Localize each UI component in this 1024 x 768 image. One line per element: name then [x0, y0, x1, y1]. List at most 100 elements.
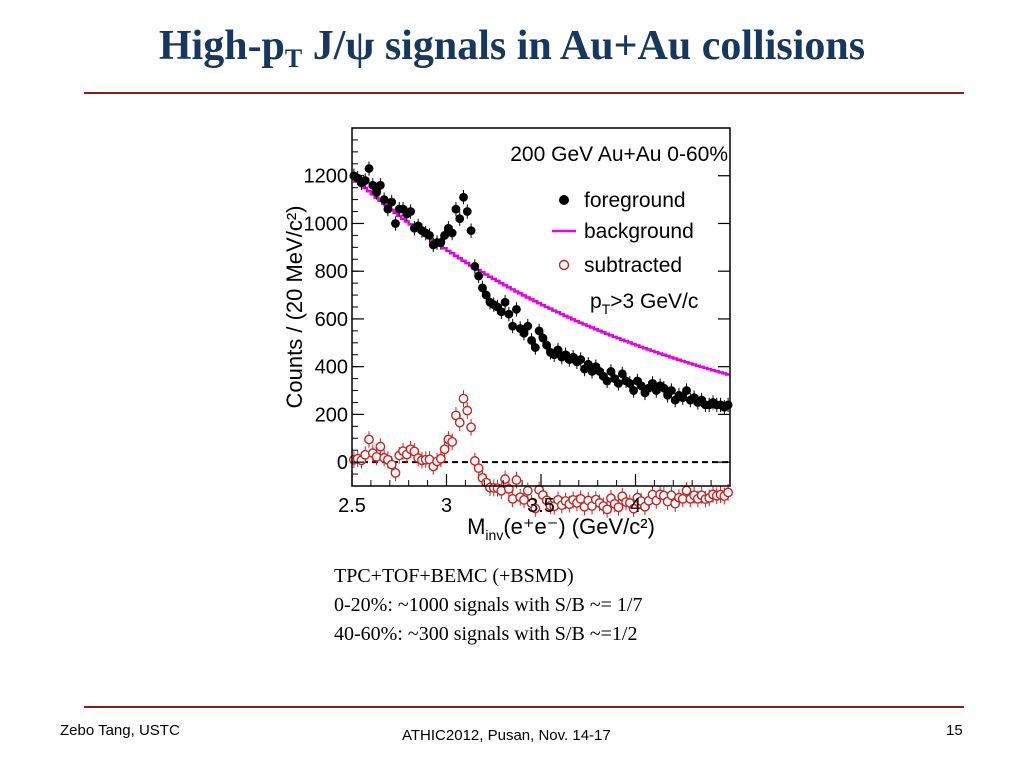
x-tick-label: 3 [441, 495, 452, 517]
foreground-point [648, 378, 657, 388]
foreground-point [496, 307, 506, 317]
foreground-point [447, 228, 457, 238]
subtracted-point [386, 459, 397, 470]
foreground-point [459, 192, 468, 202]
subtracted-point [522, 485, 533, 496]
foreground-point [462, 207, 472, 216]
subtracted-point [723, 487, 734, 498]
footer-author: Zebo Tang, USTC [60, 722, 180, 739]
y-tick-label: 0 [337, 452, 348, 474]
subtracted-point [628, 503, 639, 514]
foreground-point [614, 378, 623, 388]
foreground-point [542, 340, 552, 350]
x-tick-label: 2.5 [338, 495, 366, 517]
foreground-point [375, 180, 385, 190]
foreground-point [530, 343, 540, 352]
foreground-point [636, 381, 646, 391]
y-tick-label: 600 [315, 309, 348, 331]
foreground-point [576, 355, 586, 364]
foreground-point [678, 393, 688, 403]
y-axis-label: Counts / (20 MeV/c²) [282, 206, 307, 409]
foreground-point [602, 376, 612, 386]
invariant-mass-plot: Counts / (20 MeV/c²) 0 200 400 600 800 1000 12… [282, 127, 734, 543]
subtracted-point [447, 436, 458, 447]
foreground-point [478, 283, 487, 293]
x-axis-label-rest: (e⁺e⁻) (GeV/c²) [503, 514, 655, 539]
foreground-point [387, 197, 397, 207]
footer-conference: ATHIC2012, Pusan, Nov. 14-17 [402, 727, 611, 744]
foreground-point [474, 271, 484, 281]
foreground-point [606, 367, 616, 376]
y-axis-label-group: Counts / (20 MeV/c²) [282, 206, 307, 409]
foreground-point [553, 345, 563, 355]
subtracted-point [530, 503, 541, 514]
foreground-point [364, 164, 374, 173]
pt-annot-sub: T [602, 301, 611, 317]
foreground-point [383, 204, 393, 214]
foreground-point [504, 309, 514, 319]
subtracted-point [454, 417, 465, 428]
foreground-point [406, 207, 415, 216]
subtracted-point [439, 444, 450, 455]
foreground-point [512, 304, 521, 314]
slide-title: High-pT J/ψ signals in Au+Au collisions [0, 22, 1024, 74]
y-tick-label: 200 [315, 404, 348, 426]
legend-marker-foreground [559, 195, 569, 205]
foreground-point [723, 400, 733, 410]
foreground-point [368, 180, 378, 190]
subtracted-point [364, 434, 374, 445]
foreground-point [508, 321, 518, 331]
x-axis-label: Minv(e⁺e⁻) (GeV/c²) [467, 514, 655, 543]
pt-cut-annotation: pT>3 GeV/c [590, 290, 698, 317]
caption-line-1: TPC+TOF+BEMC (+BSMD) [334, 565, 574, 587]
chart-title: 200 GeV Au+Au 0-60% [510, 143, 728, 166]
y-tick-label: 1000 [304, 213, 349, 235]
foreground-point [500, 297, 510, 307]
foreground-point [466, 226, 476, 236]
legend-label: foreground [584, 189, 686, 212]
foreground-point [372, 188, 381, 197]
legend-marker-subtracted [558, 259, 570, 271]
foreground-point [583, 359, 593, 369]
foreground-point [391, 219, 400, 228]
subtracted-point [458, 393, 469, 404]
foreground-point [360, 176, 370, 185]
subtracted-point [602, 504, 613, 515]
foreground-point [440, 231, 450, 240]
slide-caption: TPC+TOF+BEMC (+BSMD) 0-20%: ~1000 signal… [334, 562, 643, 649]
subtracted-point [435, 453, 446, 464]
foreground-point [625, 378, 635, 388]
foreground-point [523, 321, 533, 331]
footer-divider [84, 706, 964, 708]
foreground-point [667, 386, 676, 395]
foreground-point [379, 195, 389, 204]
title-divider [84, 92, 964, 94]
legend-label: background [584, 220, 694, 243]
foreground-point [470, 262, 480, 271]
y-tick-label: 1200 [304, 166, 349, 188]
subtracted-point [462, 405, 473, 416]
pt-annot-main: p [590, 290, 602, 313]
title-rest: J/ψ signals in Au+Au collisions [302, 23, 866, 69]
subtracted-point [466, 422, 476, 433]
foreground-point [519, 328, 529, 338]
subtracted-point [390, 467, 401, 478]
x-axis-label-main: M [467, 514, 485, 539]
subtracted-point [473, 463, 484, 473]
y-tick-label: 400 [315, 357, 348, 379]
axis-layer: 0 200 400 600 800 1000 1200 2.5 3 3.5 4 [304, 127, 731, 517]
foreground-point [629, 386, 639, 395]
y-tick-label: 800 [315, 261, 348, 283]
foreground-point [436, 238, 446, 247]
page-number: 15 [946, 722, 963, 739]
x-axis-label-sub: inv [485, 527, 503, 543]
x-tick-label: 3.5 [527, 495, 555, 517]
subtracted-point [681, 485, 692, 496]
title-subscript: T [284, 44, 303, 73]
legend-label: subtracted [584, 254, 682, 277]
pt-annot-rest: >3 GeV/c [610, 290, 698, 313]
foreground-point [481, 290, 491, 300]
foreground-point [527, 336, 536, 345]
caption-line-2: 0-20%: ~1000 signals with S/B ~= 1/7 [334, 594, 643, 616]
title-main: High-p [158, 23, 285, 69]
